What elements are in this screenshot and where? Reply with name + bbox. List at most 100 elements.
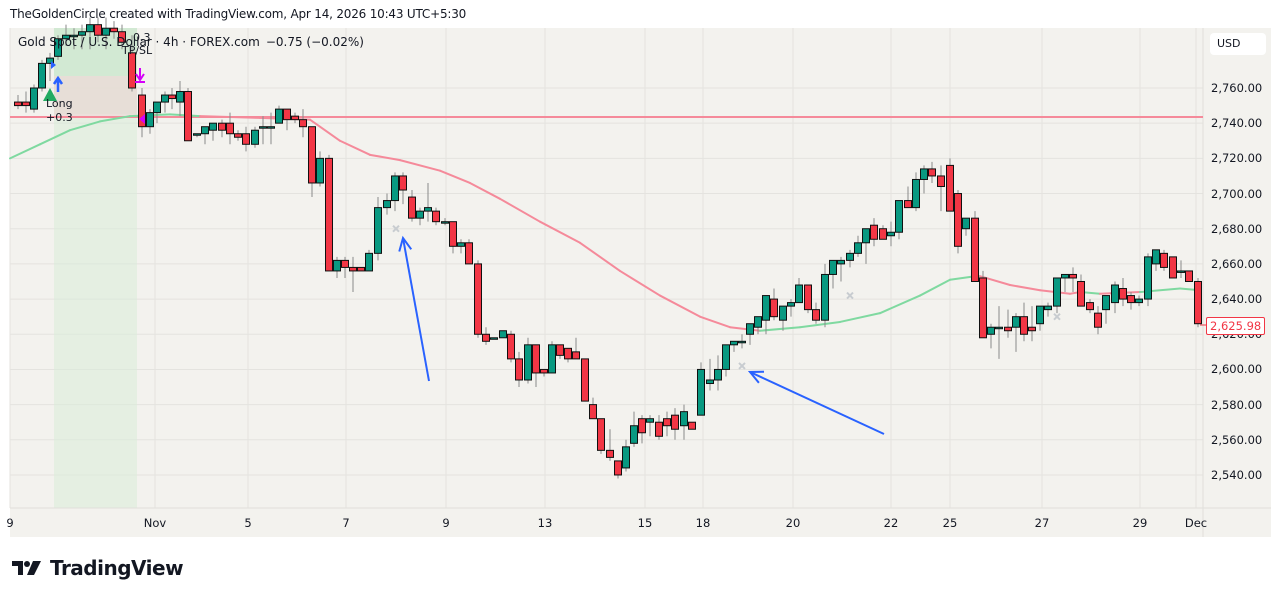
entry-marker-icon bbox=[51, 61, 56, 69]
x-marker-icon bbox=[738, 362, 746, 370]
candle-body bbox=[424, 207, 432, 212]
moving-average-line bbox=[39, 129, 71, 146]
long-label: Long bbox=[46, 97, 73, 110]
candle-body bbox=[671, 414, 679, 430]
moving-average-line bbox=[799, 320, 841, 329]
candle-body bbox=[837, 259, 845, 265]
candle-body bbox=[218, 122, 226, 131]
candle-body bbox=[1012, 316, 1020, 328]
candle-body bbox=[474, 263, 482, 335]
moving-average-line bbox=[579, 241, 621, 272]
moving-average-line bbox=[399, 159, 441, 172]
candle-body bbox=[854, 242, 862, 254]
loss-zone bbox=[54, 76, 137, 117]
candle-body bbox=[1135, 298, 1143, 304]
candle-body bbox=[646, 418, 654, 423]
tradingview-logo[interactable]: TradingView bbox=[12, 556, 184, 580]
candle-body bbox=[201, 126, 209, 135]
candle-body bbox=[1020, 316, 1028, 335]
candle-body bbox=[46, 57, 54, 64]
exit-marker-icon bbox=[139, 114, 145, 124]
moving-average-line bbox=[699, 315, 731, 329]
candle-body bbox=[614, 460, 622, 476]
price-axis-label: 2,700.00 bbox=[1211, 186, 1263, 201]
candle-body bbox=[920, 168, 928, 180]
candle-body bbox=[912, 178, 920, 209]
candle-body bbox=[1169, 256, 1177, 279]
time-axis-label: 27 bbox=[1034, 516, 1050, 530]
candle-body bbox=[962, 217, 970, 230]
candle-body bbox=[706, 379, 714, 385]
candle-body bbox=[1004, 326, 1012, 332]
candle-body bbox=[1127, 295, 1135, 304]
candle-body bbox=[904, 200, 912, 209]
symbol-name: Gold Spot / U.S. Dollar · 4h · FOREX.com bbox=[18, 35, 260, 49]
candle-body bbox=[38, 62, 46, 89]
candle-body bbox=[209, 122, 217, 131]
candle-body bbox=[110, 27, 118, 33]
candle-body bbox=[465, 242, 473, 265]
currency-selector[interactable]: USD bbox=[1210, 33, 1266, 55]
candle-body bbox=[94, 24, 102, 36]
time-axis-label: 18 bbox=[695, 516, 711, 530]
moving-average-line bbox=[1009, 284, 1041, 292]
candle-body bbox=[226, 122, 234, 135]
candle-body bbox=[482, 333, 490, 342]
price-axis-label: 2,560.00 bbox=[1211, 432, 1263, 447]
moving-average-line bbox=[919, 278, 951, 297]
x-marker-icon bbox=[392, 225, 400, 233]
candle-body bbox=[895, 200, 903, 233]
exit-signal-icon bbox=[135, 68, 145, 83]
candle-body bbox=[779, 305, 787, 321]
candle-body bbox=[937, 175, 945, 188]
candle-body bbox=[770, 298, 778, 318]
tradingview-logo-icon bbox=[12, 561, 41, 575]
candle-body bbox=[928, 168, 936, 177]
candle-body bbox=[1069, 273, 1077, 279]
candle-body bbox=[862, 228, 870, 244]
candle-body bbox=[275, 108, 283, 124]
candle-body bbox=[1102, 295, 1110, 311]
candle-body bbox=[283, 108, 291, 121]
time-axis-label: Dec bbox=[1184, 516, 1208, 530]
candle-body bbox=[54, 38, 62, 57]
candle-body bbox=[879, 228, 887, 240]
candle-body bbox=[193, 133, 201, 136]
time-axis-label: 25 bbox=[942, 516, 958, 530]
candle-body bbox=[449, 221, 457, 247]
time-axis-label: 13 bbox=[537, 516, 553, 530]
candle-body bbox=[499, 330, 507, 339]
candle-body bbox=[184, 91, 192, 142]
candle-body bbox=[572, 351, 580, 360]
price-axis-label: 2,540.00 bbox=[1211, 467, 1263, 482]
x-marker-icon bbox=[846, 291, 854, 300]
candle-body bbox=[251, 129, 259, 145]
moving-average-line bbox=[439, 169, 471, 184]
candle-body bbox=[291, 115, 299, 121]
time-axis-label: 29 bbox=[1132, 516, 1148, 530]
last-price-tag: 2,625.98 bbox=[1206, 317, 1266, 335]
candle-body bbox=[556, 344, 564, 356]
candle-body bbox=[532, 344, 540, 374]
candle-body bbox=[507, 333, 515, 360]
candle-body bbox=[821, 273, 829, 321]
candle-body bbox=[714, 368, 722, 381]
candle-body bbox=[161, 94, 169, 103]
candle-body bbox=[829, 259, 837, 275]
candle-body bbox=[787, 302, 795, 307]
candle-body bbox=[457, 242, 465, 247]
candle-body bbox=[138, 94, 146, 128]
symbol-legend[interactable]: Gold Spot / U.S. Dollar · 4h · FOREX.com… bbox=[18, 35, 364, 49]
candle-body bbox=[1077, 280, 1085, 307]
moving-average-line bbox=[99, 115, 131, 123]
time-axis-label: 7 bbox=[342, 516, 350, 530]
candle-body bbox=[524, 344, 532, 381]
candle-body bbox=[70, 34, 78, 38]
moving-average-line bbox=[659, 294, 701, 318]
candle-body bbox=[622, 446, 630, 469]
moving-average-line bbox=[539, 220, 581, 244]
candle-body bbox=[341, 259, 349, 268]
moving-average-line bbox=[339, 139, 371, 156]
price-axis-label: 2,580.00 bbox=[1211, 397, 1263, 412]
